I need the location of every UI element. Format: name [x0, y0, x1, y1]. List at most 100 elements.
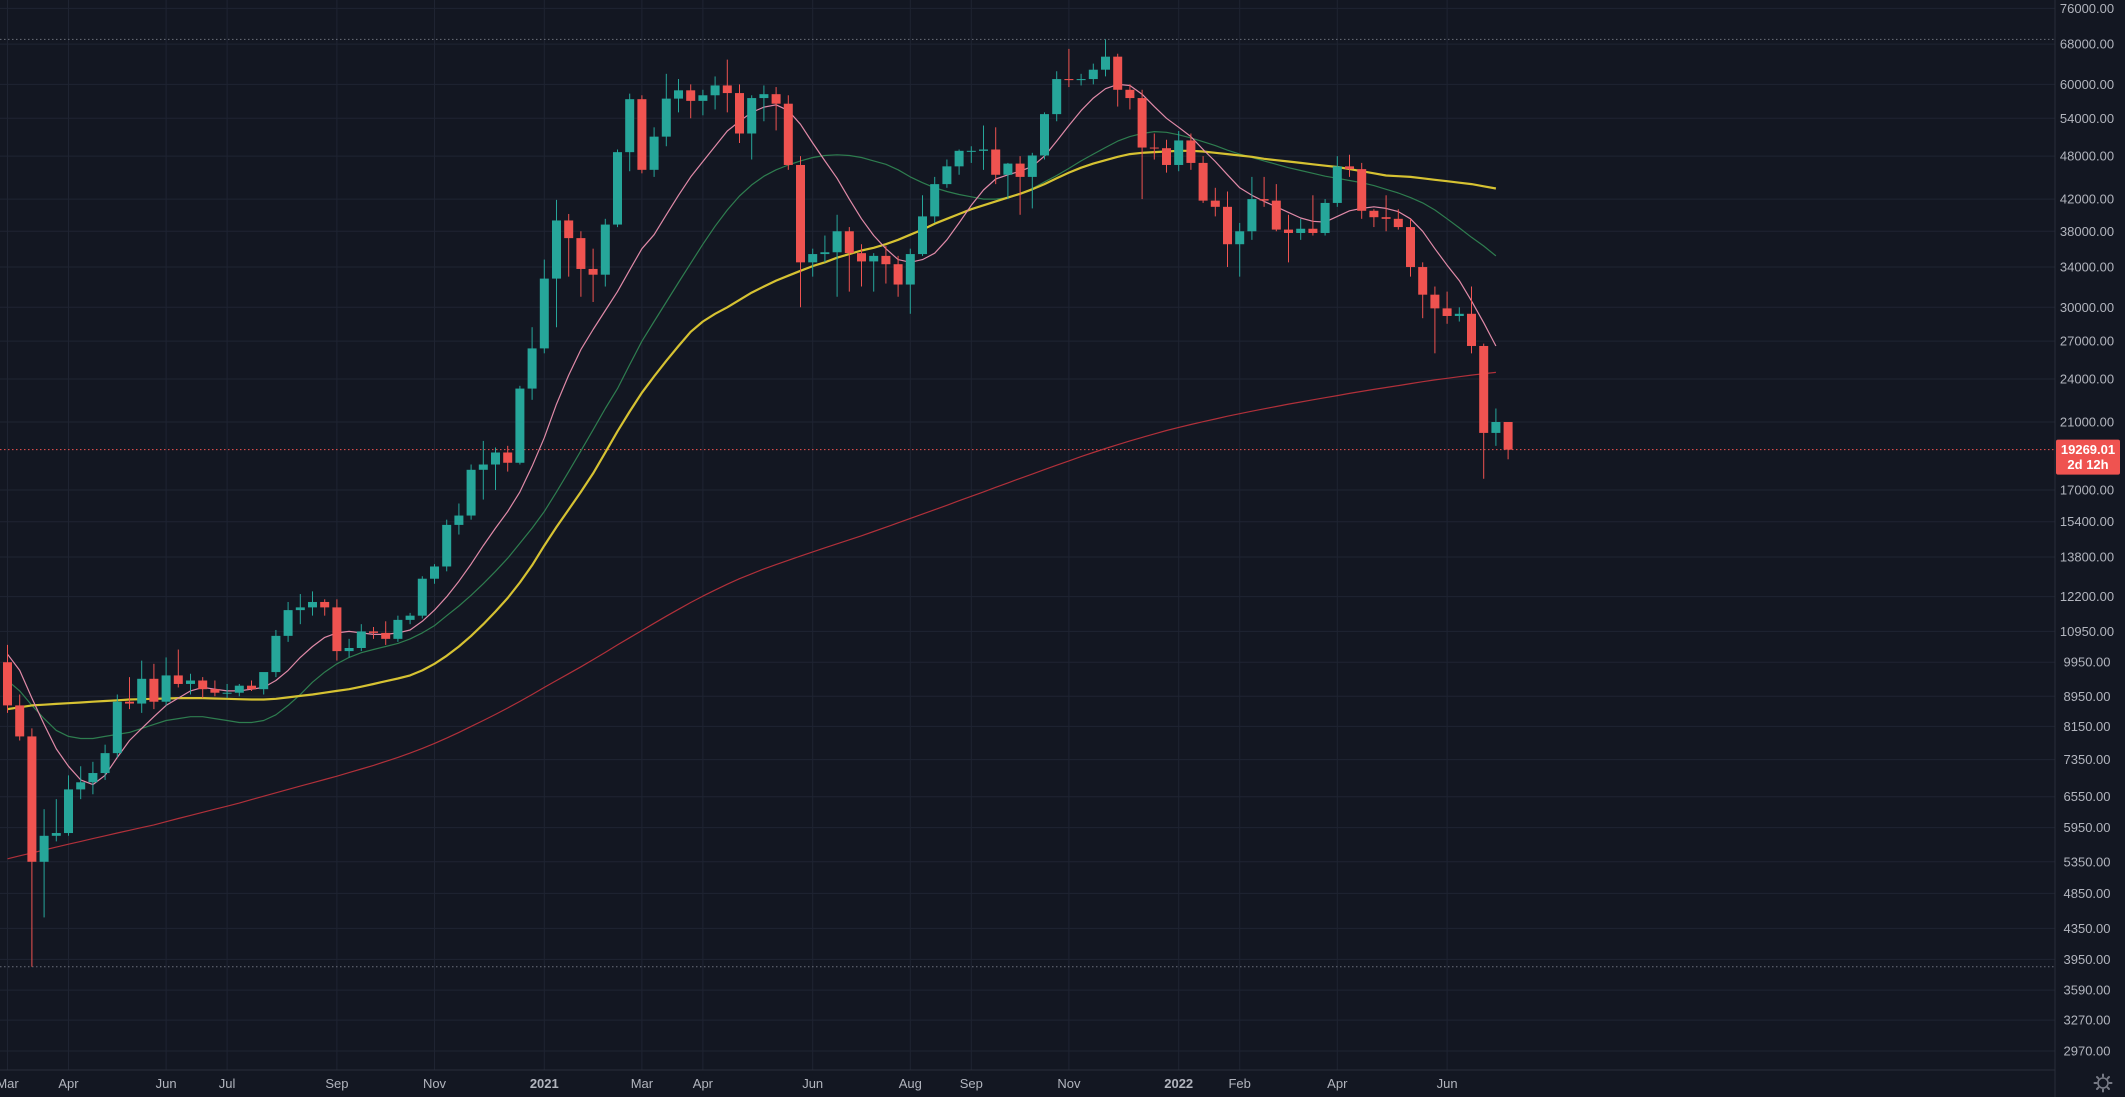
candle-down[interactable]: [1406, 218, 1415, 277]
candle-up[interactable]: [613, 149, 622, 228]
candle-down[interactable]: [1442, 291, 1452, 324]
candle-up[interactable]: [649, 127, 659, 177]
candle-down[interactable]: [3, 644, 12, 713]
candle-down[interactable]: [686, 84, 696, 119]
candle-up[interactable]: [454, 503, 464, 535]
candle-down[interactable]: [991, 127, 1001, 185]
candle-down[interactable]: [1381, 195, 1391, 232]
candle-up[interactable]: [1027, 152, 1037, 209]
candle-down[interactable]: [15, 694, 25, 741]
candle-up[interactable]: [515, 385, 525, 465]
candle-down[interactable]: [771, 87, 781, 131]
gear-icon[interactable]: [2093, 1073, 2113, 1093]
candle-up[interactable]: [259, 672, 269, 695]
candle-down[interactable]: [1284, 214, 1293, 263]
candle-up[interactable]: [1247, 176, 1257, 240]
candle-up[interactable]: [466, 464, 476, 520]
candle-up[interactable]: [76, 766, 86, 800]
candle-down[interactable]: [1271, 184, 1281, 232]
candle-down[interactable]: [893, 255, 903, 297]
candle-up[interactable]: [1052, 71, 1062, 122]
candle-up[interactable]: [308, 591, 317, 616]
candle-up[interactable]: [1320, 199, 1330, 236]
candle-up[interactable]: [808, 248, 818, 277]
candle-down[interactable]: [1503, 422, 1513, 460]
candle-up[interactable]: [674, 79, 683, 113]
candle-up[interactable]: [905, 248, 915, 314]
candle-up[interactable]: [661, 73, 671, 147]
candle-up[interactable]: [1332, 156, 1342, 207]
candle-down[interactable]: [381, 621, 391, 645]
candle-down[interactable]: [1357, 162, 1367, 219]
candle-down[interactable]: [503, 445, 513, 472]
candle-down[interactable]: [1479, 343, 1489, 479]
candle-up[interactable]: [137, 660, 147, 713]
candle-up[interactable]: [1174, 131, 1184, 172]
candle-up[interactable]: [234, 683, 244, 697]
candle-down[interactable]: [1259, 176, 1269, 207]
price-axis[interactable]: 76000.00 68000.00 60000.00 54000.00 48000.00…: [2060, 1, 2114, 1059]
candle-down[interactable]: [1369, 209, 1379, 228]
candle-up[interactable]: [1101, 39, 1110, 77]
candle-up[interactable]: [344, 638, 354, 658]
candle-up[interactable]: [1040, 112, 1049, 160]
candle-down[interactable]: [27, 728, 37, 967]
candle-down[interactable]: [1113, 53, 1123, 107]
candle-down[interactable]: [637, 95, 647, 174]
candle-up[interactable]: [1076, 73, 1086, 86]
candle-down[interactable]: [844, 227, 854, 292]
candle-down[interactable]: [796, 156, 805, 308]
candle-down[interactable]: [1393, 209, 1403, 230]
candle-up[interactable]: [552, 199, 561, 328]
candle-up[interactable]: [51, 799, 61, 842]
candle-down[interactable]: [857, 244, 866, 287]
candle-up[interactable]: [832, 214, 842, 297]
candle-up[interactable]: [417, 576, 427, 619]
candle-up[interactable]: [88, 761, 98, 795]
candle-down[interactable]: [1186, 133, 1196, 170]
candle-down[interactable]: [1467, 286, 1476, 354]
candle-down[interactable]: [881, 245, 891, 284]
candle-up[interactable]: [966, 146, 976, 163]
candle-up[interactable]: [820, 235, 830, 263]
candle-up[interactable]: [430, 564, 439, 584]
candle-up[interactable]: [405, 612, 415, 625]
candle-up[interactable]: [186, 673, 195, 695]
candle-up[interactable]: [1296, 218, 1306, 240]
candle-up[interactable]: [491, 447, 500, 490]
candle-down[interactable]: [198, 677, 208, 699]
candle-down[interactable]: [1064, 48, 1074, 88]
candle-up[interactable]: [539, 259, 549, 354]
candle-up[interactable]: [100, 744, 110, 780]
candle-down[interactable]: [564, 213, 574, 277]
candle-up[interactable]: [271, 629, 281, 678]
candle-up[interactable]: [39, 809, 49, 918]
candle-up[interactable]: [942, 159, 952, 188]
candle-down[interactable]: [1125, 84, 1135, 110]
candle-down[interactable]: [247, 680, 256, 691]
candle-down[interactable]: [1137, 89, 1147, 200]
candle-up[interactable]: [161, 657, 171, 706]
candle-up[interactable]: [954, 149, 964, 175]
candle-up[interactable]: [759, 85, 769, 122]
candle-down[interactable]: [210, 680, 220, 697]
candle-up[interactable]: [295, 594, 305, 625]
candle-down[interactable]: [149, 663, 159, 710]
candle-down[interactable]: [1198, 156, 1208, 203]
candle-down[interactable]: [735, 84, 744, 144]
candle-up[interactable]: [710, 76, 720, 110]
candle-up[interactable]: [979, 125, 988, 170]
candle-up[interactable]: [478, 440, 488, 500]
candle-down[interactable]: [1149, 133, 1159, 160]
candle-down[interactable]: [1223, 191, 1232, 268]
candle-down[interactable]: [1308, 195, 1318, 236]
candle-up[interactable]: [356, 624, 366, 652]
candle-down[interactable]: [783, 95, 793, 170]
candle-up[interactable]: [698, 89, 708, 116]
candle-up[interactable]: [1454, 307, 1464, 322]
candle-down[interactable]: [1015, 156, 1025, 215]
candle-down[interactable]: [1162, 139, 1171, 173]
candle-down[interactable]: [1345, 154, 1354, 177]
